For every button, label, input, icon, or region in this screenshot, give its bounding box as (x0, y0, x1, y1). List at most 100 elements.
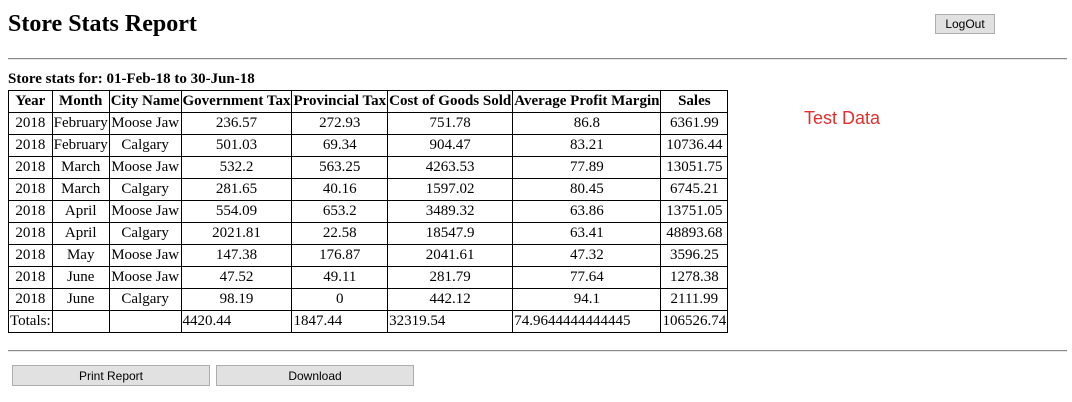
profit-margin-cell: 63.41 (512, 222, 662, 245)
provincial-tax-cell: 22.58 (291, 222, 389, 245)
profit-margin-cell: 77.89 (512, 156, 662, 179)
year-cell: 2018 (8, 200, 53, 223)
column-header-average-profit-margin: Average Profit Margin (512, 90, 662, 113)
totals-sales-cell: 106526.74 (660, 310, 729, 333)
sales-cell: 3596.25 (660, 244, 729, 267)
totals-government-tax-cell: 4420.44 (180, 310, 293, 333)
year-cell: 2018 (8, 266, 53, 289)
city-cell: Calgary (108, 134, 182, 157)
cost-of-goods-cell: 18547.9 (387, 222, 514, 245)
city-cell: Moose Jaw (108, 200, 182, 223)
provincial-tax-cell: 69.34 (291, 134, 389, 157)
year-cell: 2018 (8, 112, 53, 135)
totals-label: Totals: (8, 310, 53, 333)
totals-month-cell (51, 310, 110, 333)
month-cell: June (51, 266, 110, 289)
top-divider (8, 58, 1067, 60)
year-cell: 2018 (8, 134, 53, 157)
sales-cell: 10736.44 (660, 134, 729, 157)
download-button[interactable]: Download (216, 365, 414, 386)
table-row: 2018 March Moose Jaw 532.2 563.25 4263.53 77.8… (8, 156, 729, 179)
month-cell: February (51, 134, 110, 157)
provincial-tax-cell: 49.11 (291, 266, 389, 289)
cost-of-goods-cell: 1597.02 (387, 178, 514, 201)
month-cell: April (51, 222, 110, 245)
totals-profit-margin-cell: 74.9644444444445 (512, 310, 662, 333)
table-row: 2018 February Calgary 501.03 69.34 904.47 83.2… (8, 134, 729, 157)
column-header-cost-of-goods-sold: Cost of Goods Sold (387, 90, 514, 113)
cost-of-goods-cell: 442.12 (387, 288, 514, 311)
provincial-tax-cell: 272.93 (291, 112, 389, 135)
sales-cell: 13051.75 (660, 156, 729, 179)
column-header-year: Year (8, 90, 53, 113)
provincial-tax-cell: 563.25 (291, 156, 389, 179)
government-tax-cell: 532.2 (180, 156, 293, 179)
test-data-label: Test Data (804, 108, 881, 128)
city-cell: Moose Jaw (108, 244, 182, 267)
table-row: 2018 June Moose Jaw 47.52 49.11 281.79 77.64 12… (8, 266, 729, 289)
table-row: 2018 March Calgary 281.65 40.16 1597.02 80.45 6… (8, 178, 729, 201)
year-cell: 2018 (8, 244, 53, 267)
table-row: 2018 April Calgary 2021.81 22.58 18547.9 63.41… (8, 222, 729, 245)
column-header-month: Month (51, 90, 110, 113)
table-row: 2018 April Moose Jaw 554.09 653.2 3489.32 63.8… (8, 200, 729, 223)
month-cell: June (51, 288, 110, 311)
print-report-button[interactable]: Print Report (12, 365, 210, 386)
sales-cell: 6745.21 (660, 178, 729, 201)
totals-provincial-tax-cell: 1847.44 (291, 310, 389, 333)
provincial-tax-cell: 176.87 (291, 244, 389, 267)
bottom-divider (8, 350, 1067, 352)
logout-button[interactable]: LogOut (935, 14, 995, 34)
table-row: 2018 June Calgary 98.19 0 442.12 94.1 2111.99 (8, 288, 729, 311)
city-cell: Calgary (108, 178, 182, 201)
government-tax-cell: 501.03 (180, 134, 293, 157)
profit-margin-cell: 47.32 (512, 244, 662, 267)
column-header-provincial-tax: Provincial Tax (291, 90, 389, 113)
column-header-government-tax: Government Tax (180, 90, 293, 113)
page-title: Store Stats Report (8, 11, 197, 37)
report-period: Store stats for: 01-Feb-18 to 30-Jun-18 (8, 71, 255, 87)
provincial-tax-cell: 0 (291, 288, 389, 311)
government-tax-cell: 47.52 (180, 266, 293, 289)
profit-margin-cell: 80.45 (512, 178, 662, 201)
provincial-tax-cell: 653.2 (291, 200, 389, 223)
cost-of-goods-cell: 751.78 (387, 112, 514, 135)
profit-margin-cell: 77.64 (512, 266, 662, 289)
month-cell: May (51, 244, 110, 267)
sales-cell: 13751.05 (660, 200, 729, 223)
totals-cost-of-goods-cell: 32319.54 (387, 310, 514, 333)
month-cell: February (51, 112, 110, 135)
sales-cell: 6361.99 (660, 112, 729, 135)
table-body: 2018 February Moose Jaw 236.57 272.93 751.78 8… (8, 112, 729, 333)
store-stats-table: Year Month City Name Government Tax Prov… (8, 90, 729, 333)
sales-cell: 2111.99 (660, 288, 729, 311)
government-tax-cell: 2021.81 (180, 222, 293, 245)
year-cell: 2018 (8, 156, 53, 179)
month-cell: March (51, 156, 110, 179)
column-header-city-name: City Name (108, 90, 182, 113)
cost-of-goods-cell: 2041.61 (387, 244, 514, 267)
month-cell: April (51, 200, 110, 223)
year-cell: 2018 (8, 178, 53, 201)
table-row: 2018 May Moose Jaw 147.38 176.87 2041.61 47.32… (8, 244, 729, 267)
profit-margin-cell: 94.1 (512, 288, 662, 311)
government-tax-cell: 554.09 (180, 200, 293, 223)
cost-of-goods-cell: 904.47 (387, 134, 514, 157)
cost-of-goods-cell: 3489.32 (387, 200, 514, 223)
city-cell: Moose Jaw (108, 156, 182, 179)
cost-of-goods-cell: 4263.53 (387, 156, 514, 179)
city-cell: Calgary (108, 288, 182, 311)
totals-row: Totals: 4420.44 1847.44 32319.54 74.96444444… (8, 310, 729, 333)
month-cell: March (51, 178, 110, 201)
government-tax-cell: 147.38 (180, 244, 293, 267)
government-tax-cell: 281.65 (180, 178, 293, 201)
sales-cell: 1278.38 (660, 266, 729, 289)
city-cell: Moose Jaw (108, 266, 182, 289)
city-cell: Moose Jaw (108, 112, 182, 135)
year-cell: 2018 (8, 222, 53, 245)
table-row: 2018 February Moose Jaw 236.57 272.93 751.78 8… (8, 112, 729, 135)
table-header-row: Year Month City Name Government Tax Prov… (8, 90, 729, 113)
year-cell: 2018 (8, 288, 53, 311)
government-tax-cell: 236.57 (180, 112, 293, 135)
sales-cell: 48893.68 (660, 222, 729, 245)
